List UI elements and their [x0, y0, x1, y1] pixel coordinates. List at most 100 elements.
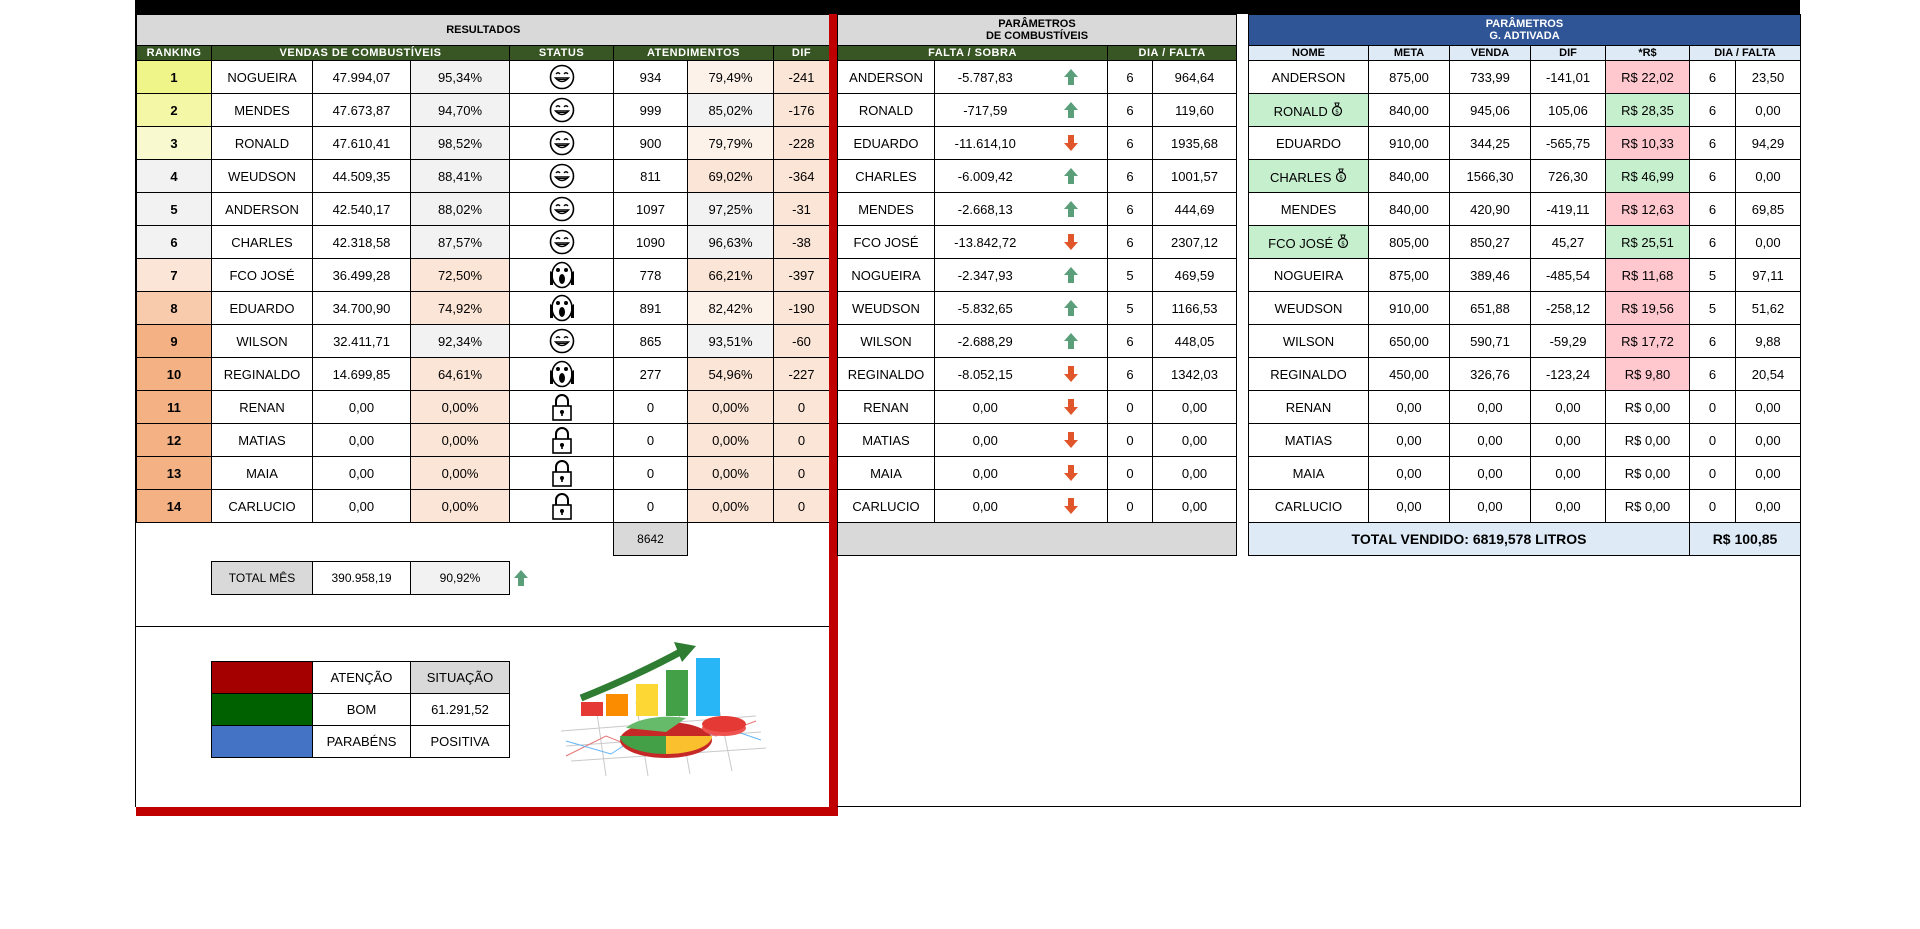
fuel-table: PARÂMETROS DE COMBUSTÍVEIS FALTA / SOBRA…	[836, 14, 1238, 556]
fuel-days: 6	[1107, 192, 1153, 226]
trend-cell	[1035, 357, 1108, 391]
sales-pct: 0,00%	[410, 390, 510, 424]
atendimentos-pct: 0,00%	[687, 456, 774, 490]
trend-cell	[1035, 291, 1108, 325]
fuel-row: CHARLES -6.009,42 6 1001,57	[837, 159, 1238, 193]
legend-swatch	[211, 693, 313, 726]
rank-cell: 12	[136, 423, 212, 457]
result-row: 6 CHARLES 42.318,58 87,57% 1090 96,63% -38	[136, 225, 831, 259]
fuel-value: -2.347,93	[934, 258, 1036, 292]
fuel-row: WILSON -2.688,29 6 448,05	[837, 324, 1238, 358]
fuel-per-day: 0,00	[1151, 390, 1238, 424]
gadt-rs: R$ 9,80	[1605, 357, 1690, 391]
gadt-venda: 850,27	[1449, 225, 1531, 259]
gadt-venda: 0,00	[1449, 390, 1531, 424]
gadt-name: CARLUCIO	[1274, 498, 1343, 514]
gadt-row: MATIAS 0,00 0,00 0,00 R$ 0,00 0 0,00	[1248, 423, 1801, 457]
lock-icon	[511, 459, 613, 487]
legend-value: 61.291,52	[410, 693, 510, 726]
gadt-name-cell: ANDERSON	[1248, 60, 1369, 94]
gadt-days: 0	[1689, 456, 1736, 490]
gadt-name: EDUARDO	[1275, 135, 1341, 151]
header-venda: VENDA	[1449, 45, 1531, 61]
rank-cell: 8	[136, 291, 212, 325]
trend-cell	[1035, 456, 1108, 490]
fuel-value: -2.668,13	[934, 192, 1036, 226]
atendimentos-value: 1090	[613, 225, 688, 259]
gadt-meta: 0,00	[1368, 456, 1450, 490]
gadt-meta: 0,00	[1368, 423, 1450, 457]
sales-pct: 98,52%	[410, 126, 510, 160]
fuel-row: CARLUCIO 0,00 0 0,00	[837, 489, 1238, 523]
gadt-days: 6	[1689, 159, 1736, 193]
fuel-value: 0,00	[934, 489, 1036, 523]
atendimentos-pct: 93,51%	[687, 324, 774, 358]
status-cell	[509, 93, 614, 127]
gadt-rs: R$ 22,02	[1605, 60, 1690, 94]
seller-name: ANDERSON	[211, 192, 313, 226]
status-cell	[509, 489, 614, 523]
gadt-dif: -258,12	[1530, 291, 1606, 325]
header-atendimentos: ATENDIMENTOS	[613, 45, 774, 61]
arrow-down-icon	[1036, 464, 1107, 482]
gadt-meta: 840,00	[1368, 159, 1450, 193]
trend-cell	[1035, 225, 1108, 259]
legend-table: ATENÇÃO SITUAÇÃO BOM 61.291,52 PARABÉNS POSIT…	[211, 661, 510, 758]
gadt-dif: -59,29	[1530, 324, 1606, 358]
dif-value: 0	[772, 423, 831, 457]
gadt-per-day: 69,85	[1735, 192, 1801, 226]
sales-value: 0,00	[312, 423, 411, 457]
sales-pct: 0,00%	[410, 456, 510, 490]
gadt-rs: R$ 0,00	[1605, 390, 1690, 424]
gadt-row: FCO JOSÉ $805,00 850,27 45,27 R$ 25,51 6 0,00	[1248, 225, 1801, 259]
gadt-days: 0	[1689, 489, 1736, 523]
sales-pct: 72,50%	[410, 258, 510, 292]
fuel-row: WEUDSON -5.832,65 5 1166,53	[837, 291, 1238, 325]
scream-icon	[511, 261, 613, 289]
result-row: 11 RENAN 0,00 0,00% 0 0,00% 0	[136, 390, 831, 424]
smile-icon	[511, 64, 613, 90]
gadt-name-cell: MENDES	[1248, 192, 1369, 226]
gadt-dif: -419,11	[1530, 192, 1606, 226]
gadt-venda: 0,00	[1449, 489, 1531, 523]
fuel-days: 6	[1107, 93, 1153, 127]
rank-cell: 11	[136, 390, 212, 424]
fuel-row: EDUARDO -11.614,10 6 1935,68	[837, 126, 1238, 160]
gadt-name: RONALD	[1273, 103, 1328, 119]
fuel-name: FCO JOSÉ	[837, 225, 935, 259]
fuel-days: 6	[1107, 126, 1153, 160]
gadt-dif: 0,00	[1530, 489, 1606, 523]
fuel-title-line2: DE COMBUSTÍVEIS	[985, 30, 1089, 42]
fuel-per-day: 964,64	[1151, 60, 1238, 94]
trend-cell	[1035, 258, 1108, 292]
header-status: STATUS	[509, 45, 614, 61]
arrow-up-icon	[1036, 332, 1107, 350]
gadt-name-cell: MATIAS	[1248, 423, 1369, 457]
gadt-rs: R$ 11,68	[1605, 258, 1690, 292]
arrow-down-icon	[1036, 134, 1107, 152]
gadt-row: WILSON 650,00 590,71 -59,29 R$ 17,72 6 9,88	[1248, 324, 1801, 358]
header-vendas: VENDAS DE COMBUSTÍVEIS	[211, 45, 510, 61]
atendimentos-value: 0	[613, 390, 688, 424]
gadt-per-day: 0,00	[1735, 423, 1801, 457]
status-cell	[509, 291, 614, 325]
seller-name: MENDES	[211, 93, 313, 127]
seller-name: FCO JOSÉ	[211, 258, 313, 292]
gadt-days: 5	[1689, 291, 1736, 325]
header-gadt-dia-falta: DIA / FALTA	[1689, 45, 1801, 61]
status-cell	[509, 324, 614, 358]
rank-cell: 9	[136, 324, 212, 358]
legend-label: ATENÇÃO	[312, 661, 411, 694]
fuel-name: ANDERSON	[837, 60, 935, 94]
atendimentos-pct: 0,00%	[687, 489, 774, 523]
dif-value: 0	[772, 489, 831, 523]
fuel-name: WEUDSON	[837, 291, 935, 325]
result-row: 4 WEUDSON 44.509,35 88,41% 811 69,02% -364	[136, 159, 831, 193]
seller-name: NOGUEIRA	[211, 60, 313, 94]
gadt-name-cell: CARLUCIO	[1248, 489, 1369, 523]
legend-row: PARABÉNS POSITIVA	[211, 725, 510, 758]
gadt-name: MENDES	[1280, 201, 1337, 217]
header-nome: NOME	[1248, 45, 1369, 61]
gadt-rs: R$ 28,35	[1605, 93, 1690, 127]
status-cell	[509, 357, 614, 391]
